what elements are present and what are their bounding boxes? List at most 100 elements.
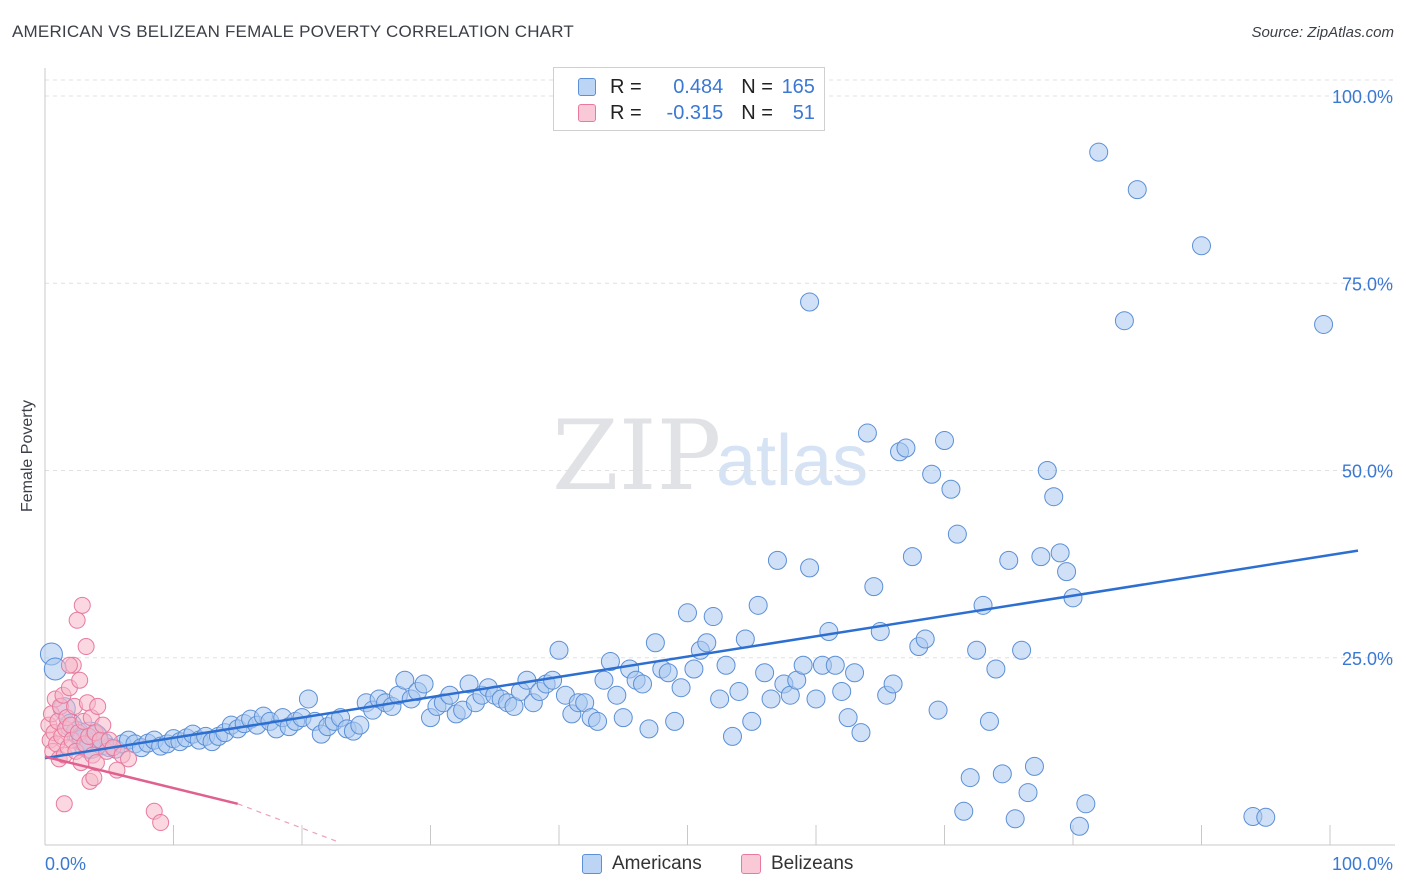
american-point: [678, 603, 697, 623]
legend-item-belizeans[interactable]: Belizeans: [741, 851, 853, 877]
y-tick-label: 50.0%: [1342, 462, 1393, 482]
american-point: [851, 723, 871, 743]
americans-legend-swatch: [582, 854, 602, 874]
belizean-point: [89, 697, 107, 715]
r-label: R =: [610, 101, 642, 124]
belizeans-swatch: [578, 104, 596, 122]
american-point: [703, 607, 723, 627]
belizeans-r-value: -0.315: [666, 101, 724, 124]
american-point: [1012, 640, 1032, 660]
belizean-point: [77, 638, 95, 656]
american-point: [414, 674, 434, 694]
american-point: [639, 719, 659, 739]
x-tick-label-min: 0.0%: [45, 854, 86, 874]
american-point: [825, 655, 845, 675]
americans-swatch: [578, 78, 596, 96]
american-point: [967, 640, 987, 660]
american-point: [793, 655, 813, 675]
american-point: [1076, 794, 1096, 814]
american-point: [1037, 461, 1057, 480]
american-point: [1089, 142, 1109, 162]
american-point: [883, 674, 903, 694]
american-point: [954, 801, 974, 821]
american-point: [600, 651, 620, 671]
american-point: [742, 711, 762, 731]
belizeans-n-value: 51: [792, 101, 815, 124]
american-point: [992, 764, 1012, 784]
american-point: [1024, 756, 1044, 776]
american-point: [549, 640, 569, 660]
american-point: [915, 629, 935, 649]
american-point: [806, 689, 826, 709]
belizean-point: [60, 656, 78, 674]
american-point: [594, 670, 614, 690]
american-point: [613, 708, 633, 728]
american-point: [729, 681, 749, 701]
american-point: [800, 558, 820, 578]
american-point: [710, 689, 730, 709]
n-label: N =: [741, 75, 773, 98]
american-point: [767, 550, 787, 570]
american-point: [665, 711, 685, 731]
american-point: [633, 674, 653, 694]
american-point: [395, 670, 415, 690]
legend-row-belizeans: R = -0.315 N = 51: [578, 101, 815, 125]
american-point: [941, 479, 961, 499]
american-point: [1005, 809, 1025, 829]
n-label: N =: [741, 101, 773, 124]
belizean-point: [152, 814, 170, 832]
american-point: [986, 659, 1006, 679]
american-point: [960, 768, 980, 788]
y-tick-label: 100.0%: [1332, 87, 1393, 107]
american-point: [543, 670, 563, 690]
belizean-point: [120, 750, 138, 768]
americans-n-value: 165: [781, 75, 815, 98]
american-point: [902, 547, 922, 567]
belizeans-trendline-extension: [237, 803, 341, 844]
american-point: [298, 689, 318, 709]
american-point: [864, 577, 884, 597]
american-point: [716, 655, 736, 675]
r-label: R =: [610, 75, 642, 98]
y-tick-label: 25.0%: [1342, 649, 1393, 669]
american-point: [1192, 236, 1211, 256]
legend-item-americans[interactable]: Americans: [582, 851, 702, 877]
belizean-point: [94, 716, 112, 734]
american-point: [832, 681, 852, 701]
watermark-zip: ZIP: [552, 400, 722, 512]
chart-title: AMERICAN VS BELIZEAN FEMALE POVERTY CORR…: [12, 22, 574, 41]
american-point: [819, 622, 839, 642]
american-point: [857, 423, 877, 443]
belizeans-trendline: [44, 755, 239, 806]
americans-trendline: [44, 549, 1359, 760]
american-point: [1057, 562, 1077, 582]
american-point: [645, 633, 665, 653]
american-point: [658, 663, 678, 683]
american-point: [697, 633, 717, 653]
belizeans-legend-label: Belizeans: [771, 853, 854, 874]
americans-r-value: 0.484: [673, 75, 724, 98]
correlation-legend: R = 0.484 N = 165 R = -0.315 N = 51: [553, 67, 825, 131]
american-point: [928, 700, 948, 720]
american-point: [1314, 314, 1334, 334]
american-point: [1018, 783, 1038, 803]
legend-row-americans: R = 0.484 N = 165: [578, 75, 815, 99]
american-point: [459, 674, 479, 694]
american-point: [999, 550, 1019, 570]
american-point: [588, 711, 608, 731]
american-point: [755, 663, 775, 683]
watermark-atlas: atlas: [716, 421, 869, 501]
american-point: [1114, 311, 1134, 331]
american-point: [979, 711, 999, 731]
belizean-point: [55, 795, 73, 813]
american-point: [922, 464, 942, 484]
american-point: [838, 708, 858, 728]
american-point: [684, 659, 704, 679]
belizeans-legend-swatch: [741, 854, 761, 874]
american-point: [1031, 547, 1051, 567]
american-point: [1256, 807, 1276, 827]
y-tick-label: 75.0%: [1342, 274, 1393, 294]
american-point: [1127, 180, 1147, 200]
american-point: [1050, 543, 1070, 563]
